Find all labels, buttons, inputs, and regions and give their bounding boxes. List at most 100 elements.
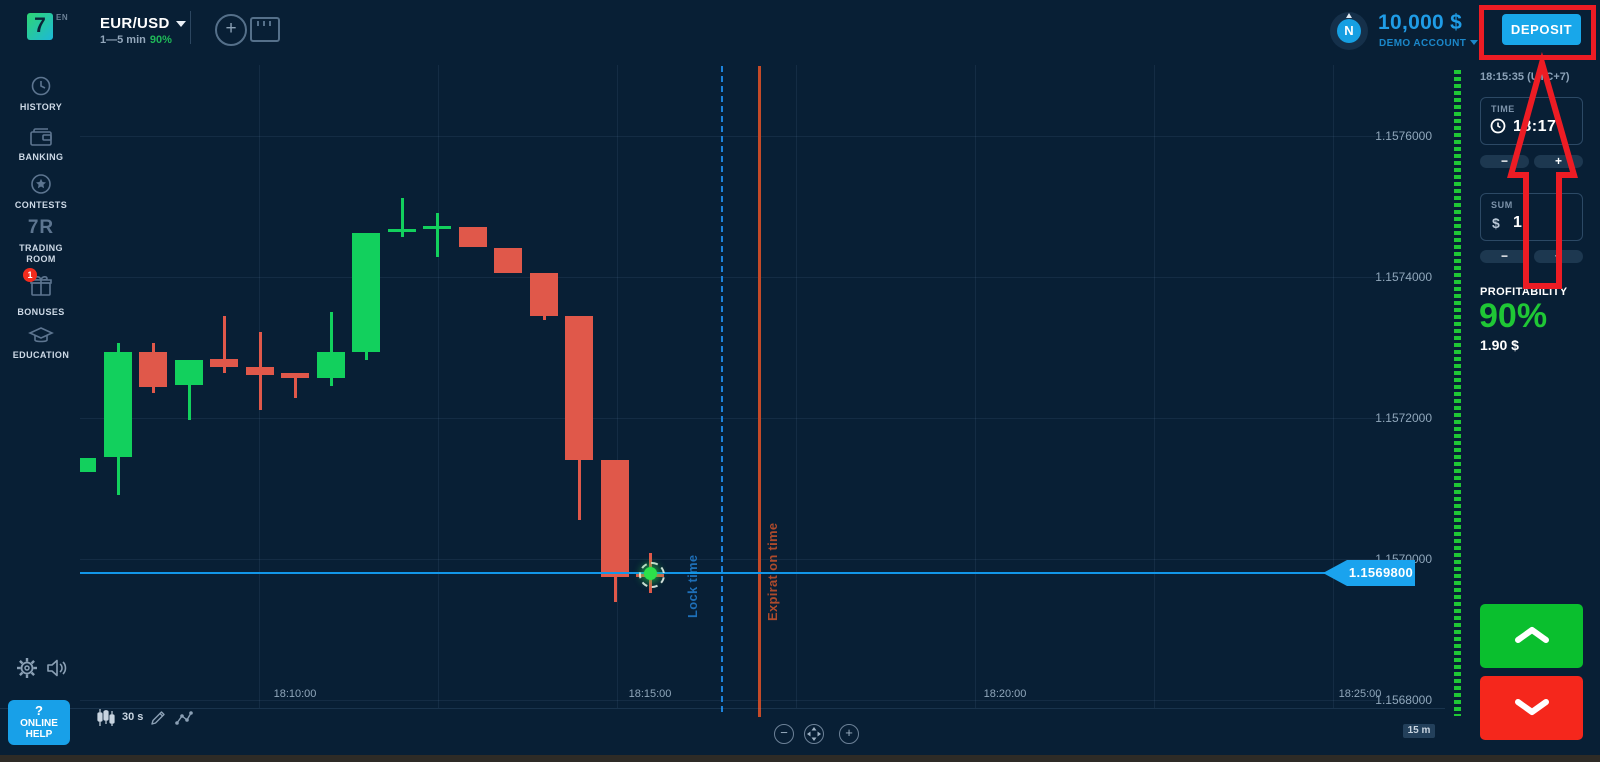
candle-body — [317, 352, 345, 378]
vertical-gridline — [975, 65, 976, 708]
chevron-down-icon — [1514, 698, 1549, 715]
horizontal-gridline — [80, 418, 1428, 419]
candle-body — [246, 367, 274, 375]
profitability-label: PROFITABILITY — [1480, 286, 1568, 298]
graduation-cap-icon — [28, 327, 54, 343]
candle-wick — [294, 373, 297, 398]
candle-body — [281, 373, 309, 378]
put-down-button[interactable] — [1480, 676, 1583, 740]
expiration-time-label: Expiration time — [765, 522, 780, 621]
sum-decrease-button[interactable]: − — [1480, 250, 1529, 263]
bottom-edge — [0, 755, 1600, 762]
gear-icon[interactable] — [16, 657, 38, 679]
candle-body — [388, 229, 416, 232]
7r-icon: 7R — [27, 217, 55, 238]
chevron-down-icon[interactable] — [176, 21, 186, 27]
time-input[interactable]: TIME 18:17 — [1480, 97, 1583, 145]
indicators-icon[interactable] — [174, 709, 194, 727]
sum-input[interactable]: SUM $ 1 — [1480, 193, 1583, 241]
expiration-time-line — [758, 66, 761, 717]
candle-body — [423, 226, 451, 229]
y-axis-label: 1.1574000 — [1375, 270, 1432, 284]
current-price-marker — [644, 567, 657, 580]
price-tag-arrow — [1323, 560, 1347, 586]
asset-payout: 90% — [149, 34, 172, 46]
zoom-out-button[interactable]: − — [774, 724, 794, 744]
sum-increase-button[interactable]: + — [1534, 250, 1583, 263]
current-price-marker-ring — [639, 562, 665, 588]
crown-icon — [1346, 13, 1352, 18]
candle-body — [175, 360, 203, 385]
chart-type-icon[interactable] — [96, 709, 116, 726]
timeframe-label[interactable]: 30 s — [122, 711, 144, 723]
candle-body — [139, 352, 167, 387]
time-decrease-button[interactable]: − — [1480, 155, 1529, 168]
visible-range-badge[interactable]: 15 m — [1403, 724, 1435, 738]
zoom-in-button[interactable]: + — [839, 724, 859, 744]
y-axis-label: 1.1572000 — [1375, 411, 1432, 425]
candle-wick — [223, 316, 226, 373]
vertical-gridline — [796, 65, 797, 708]
profit-amount: 1.90 $ — [1480, 337, 1519, 353]
horizontal-gridline — [80, 700, 1428, 701]
speaker-icon[interactable] — [45, 659, 67, 677]
history-icon — [31, 76, 51, 96]
pencil-icon[interactable] — [149, 709, 167, 727]
candle-body — [601, 460, 629, 577]
vertical-gridline — [1333, 65, 1334, 708]
header-divider — [190, 11, 191, 44]
x-axis-label: 18:15:00 — [628, 688, 672, 700]
deposit-button[interactable]: DEPOSIT — [1502, 14, 1581, 45]
sidebar-item-history[interactable]: HISTORY — [0, 74, 82, 113]
server-clock: 18:15:35 (UTC+7) — [1480, 71, 1570, 83]
candle-body — [565, 316, 593, 460]
language-label: EN — [56, 13, 69, 22]
candle-body — [80, 458, 96, 472]
chart-area[interactable]: Lock time Expiration time — [80, 0, 1430, 755]
sidebar-item-bonuses[interactable]: 1 BONUSES — [17, 268, 65, 317]
purchase-timer-strip — [1454, 70, 1461, 716]
account-balance: 10,000 $ — [1378, 11, 1463, 34]
sidebar-item-contests[interactable]: CONTESTS — [0, 172, 82, 211]
account-type-selector[interactable]: DEMO ACCOUNT — [1379, 38, 1478, 49]
candle-body — [104, 352, 132, 457]
time-increase-button[interactable]: + — [1534, 155, 1583, 168]
asset-pair-selector[interactable]: EUR/USD — [100, 15, 170, 32]
sum-value: 1 — [1513, 214, 1523, 231]
candle-body — [530, 273, 558, 316]
lock-time-line — [721, 66, 723, 712]
hotkeys-icon[interactable] — [250, 17, 280, 42]
sidebar-item-education[interactable]: EDUCATION — [0, 324, 82, 361]
candle-body — [494, 248, 522, 273]
horizontal-gridline — [80, 277, 1428, 278]
chevron-up-icon — [1514, 626, 1549, 643]
bonuses-badge: 1 — [23, 268, 37, 282]
candle-wick — [436, 213, 439, 257]
x-axis-label: 18:10:00 — [273, 688, 317, 700]
pan-center-button[interactable] — [804, 724, 824, 744]
horizontal-gridline — [80, 136, 1428, 137]
candle-wick — [330, 312, 333, 386]
lock-time-label: Lock time — [685, 554, 700, 618]
current-price-line — [80, 572, 1330, 574]
candle-body — [459, 227, 487, 247]
x-axis-label: 18:25:00 — [1338, 688, 1382, 700]
candle-wick — [188, 360, 191, 420]
sidebar-item-banking[interactable]: BANKING — [0, 126, 82, 163]
pan-icon — [807, 727, 821, 741]
star-icon — [31, 174, 51, 194]
add-asset-button[interactable]: + — [215, 14, 247, 46]
vertical-gridline — [438, 65, 439, 708]
x-axis-label: 18:20:00 — [983, 688, 1027, 700]
candle-wick — [401, 198, 404, 237]
y-axis-label: 1.1568000 — [1375, 693, 1432, 707]
online-help-button[interactable]: ? ONLINE HELP — [8, 700, 70, 745]
avatar[interactable]: N — [1330, 12, 1368, 50]
clock-icon — [1490, 118, 1506, 134]
profitability-value: 90% — [1479, 297, 1548, 335]
app-logo[interactable]: 7 — [27, 13, 53, 40]
call-up-button[interactable] — [1480, 604, 1583, 668]
sidebar-item-trading-room[interactable]: 7R TRADING ROOM — [19, 217, 63, 264]
currency-symbol: $ — [1492, 215, 1500, 231]
